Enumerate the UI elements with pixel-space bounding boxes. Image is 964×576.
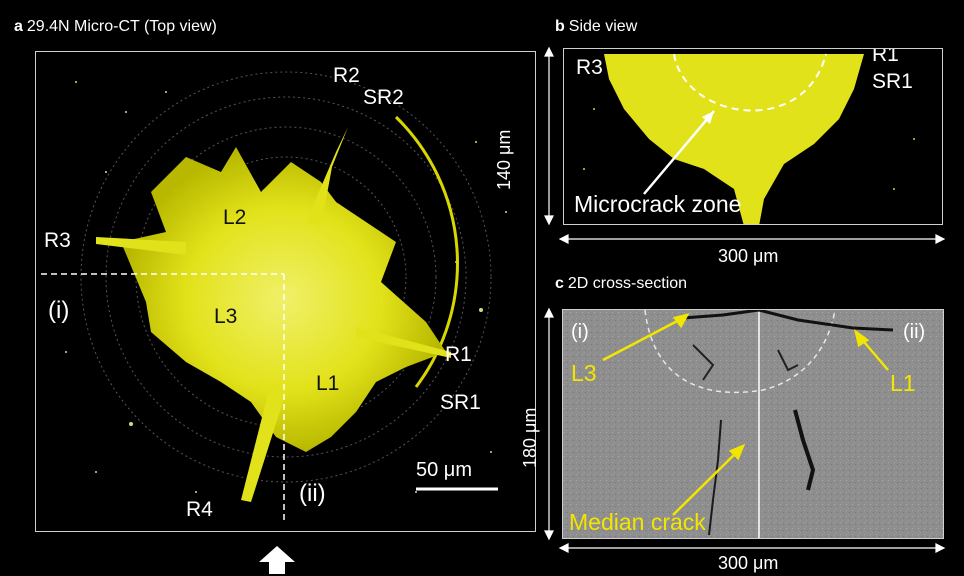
cs-label-i: (i) xyxy=(571,321,589,343)
cross-section-image: (i) (ii) L3 L1 Median crack xyxy=(562,309,944,539)
side-width-label: 300 μm xyxy=(718,246,779,266)
top-view-image: R2 SR2 R3 L2 (i) L3 R1 L1 SR1 R4 (ii) 50… xyxy=(35,51,536,532)
top-view-render xyxy=(41,71,507,524)
cs-height-label: 180 μm xyxy=(520,407,540,468)
microcrack-pointer xyxy=(643,110,715,195)
crack-r1 xyxy=(356,327,451,358)
label-sr2: SR2 xyxy=(363,86,404,109)
label-r2: R2 xyxy=(333,64,360,87)
side-view-render xyxy=(583,53,915,224)
label-l3: L3 xyxy=(214,305,238,328)
section-lines xyxy=(41,273,285,524)
up-arrow-icon xyxy=(259,546,295,574)
label-l1: L1 xyxy=(316,372,340,395)
cross-section-render xyxy=(563,310,943,538)
label-r4: R4 xyxy=(186,498,213,521)
label-r3: R3 xyxy=(44,229,71,252)
panel-a-title: a 29.4N Micro-CT (Top view) xyxy=(14,18,217,35)
side-view-image: R3 R1 SR1 Microcrack zone xyxy=(563,48,943,225)
crack-r4 xyxy=(241,382,286,502)
label-sr1: SR1 xyxy=(440,391,481,414)
cs-label-l3: L3 xyxy=(571,360,597,386)
median-crack-line xyxy=(708,419,722,536)
crack-r3 xyxy=(96,237,186,255)
side-label-r1: R1 xyxy=(872,48,899,66)
label-section-i: (i) xyxy=(48,297,70,324)
side-label-sr1: SR1 xyxy=(872,70,913,93)
side-label-r3: R3 xyxy=(576,56,603,79)
microcrack-zone-label: Microcrack zone xyxy=(574,191,742,217)
cs-width-label: 300 μm xyxy=(718,553,779,573)
crack-r2 xyxy=(306,127,348,227)
side-damage-zone xyxy=(604,54,864,224)
panel-b-title: b Side view xyxy=(555,18,638,35)
cs-label-l1: L1 xyxy=(890,370,916,396)
panel-c-title: c 2D cross-section xyxy=(555,275,688,292)
median-crack-label: Median crack xyxy=(569,509,706,535)
cs-label-ii: (ii) xyxy=(903,321,926,343)
label-l2: L2 xyxy=(223,206,247,229)
scale-bar-label: 50 μm xyxy=(416,459,472,481)
label-r1: R1 xyxy=(445,343,472,366)
label-section-ii: (ii) xyxy=(299,480,326,507)
